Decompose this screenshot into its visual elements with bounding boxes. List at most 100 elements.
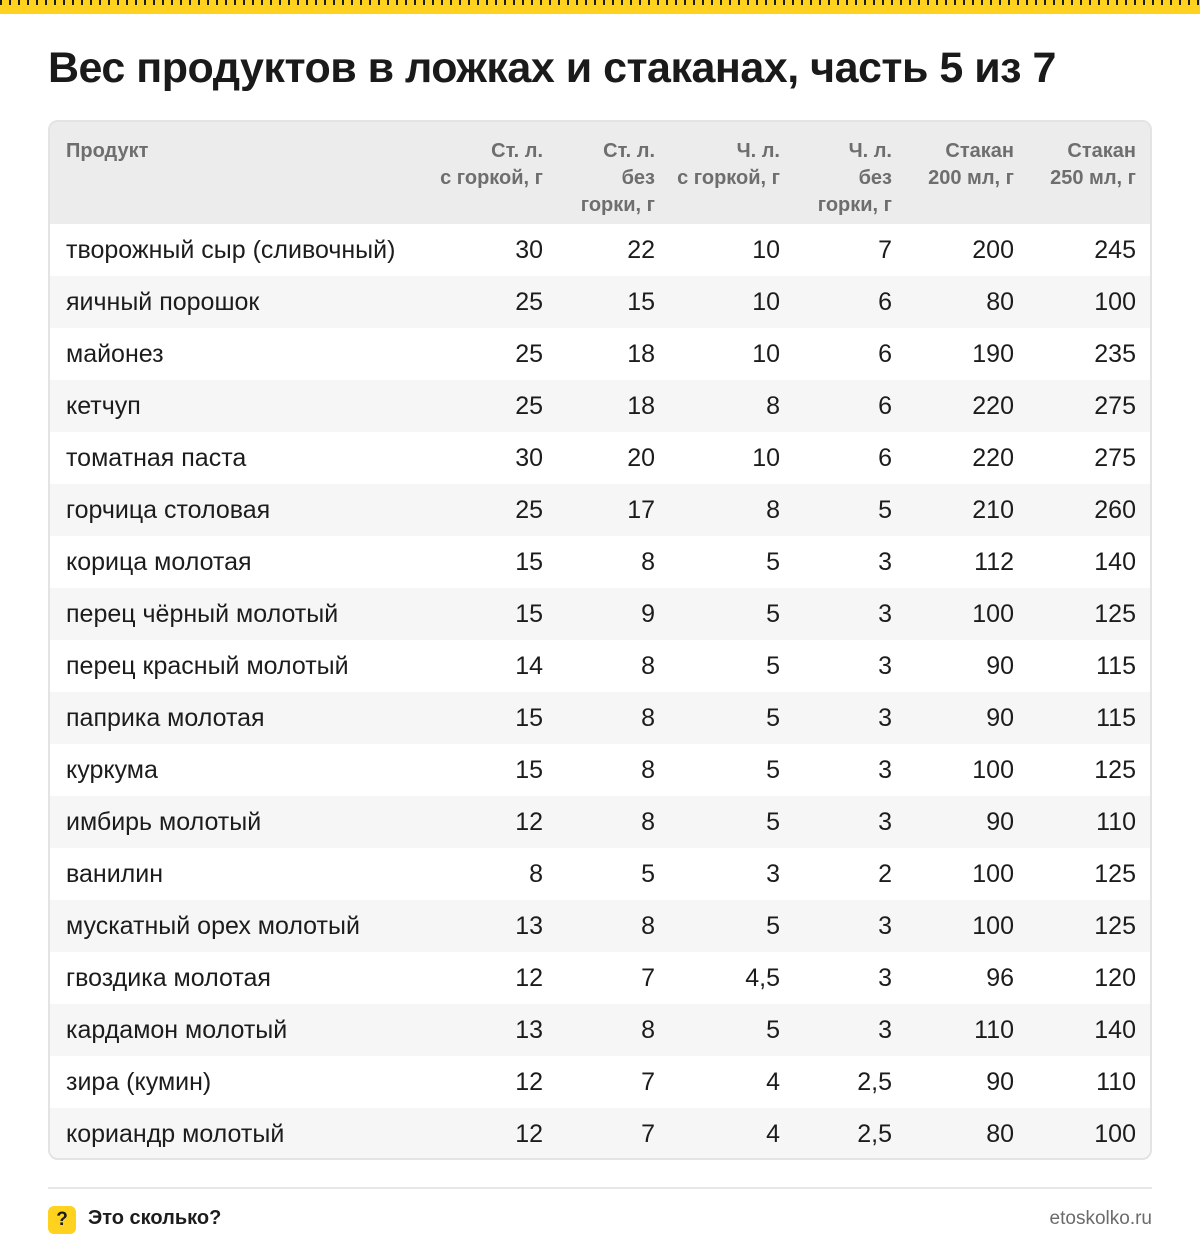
footer-divider xyxy=(48,1187,1152,1189)
value-cell: 8 xyxy=(641,755,655,784)
value-cell: 8 xyxy=(766,495,780,524)
value-cell: 30 xyxy=(515,443,543,472)
value-cell: 25 xyxy=(515,287,543,316)
value-cell: 110 xyxy=(974,1015,1014,1044)
value-cell: 90 xyxy=(986,703,1014,732)
value-cell: 3 xyxy=(878,651,892,680)
value-cell: 10 xyxy=(752,287,780,316)
value-cell: 4,5 xyxy=(745,963,780,992)
value-cell: 15 xyxy=(515,755,543,784)
value-cell: 125 xyxy=(1094,755,1136,784)
product-name-cell: перец чёрный молотый xyxy=(66,599,339,628)
value-cell: 7 xyxy=(641,963,655,992)
value-cell: 5 xyxy=(766,547,780,576)
value-cell: 3 xyxy=(878,1015,892,1044)
value-cell: 2 xyxy=(878,859,892,888)
header-line: Ст. л. xyxy=(603,140,655,162)
header-line: с горкой, г xyxy=(440,167,543,189)
value-cell: 220 xyxy=(972,443,1014,472)
value-cell: 2,5 xyxy=(857,1119,892,1148)
value-cell: 96 xyxy=(986,963,1014,992)
value-cell: 10 xyxy=(752,443,780,472)
product-name-cell: томатная паста xyxy=(66,443,247,472)
value-cell: 90 xyxy=(986,651,1014,680)
value-cell: 8 xyxy=(766,391,780,420)
header-tbsp-level: Ст. л. без горки, г xyxy=(557,122,669,224)
table-row: перец красный молотый 14 8 5 3 90 115 xyxy=(50,640,1150,692)
value-cell: 3 xyxy=(878,703,892,732)
value-cell: 100 xyxy=(972,911,1014,940)
value-cell: 190 xyxy=(972,339,1014,368)
value-cell: 5 xyxy=(766,755,780,784)
brand-logo-badge: ? xyxy=(48,1206,76,1234)
value-cell: 90 xyxy=(986,1067,1014,1096)
value-cell: 22 xyxy=(627,235,655,264)
header-line: горки, г xyxy=(817,194,892,216)
value-cell: 5 xyxy=(766,1015,780,1044)
value-cell: 3 xyxy=(766,859,780,888)
value-cell: 3 xyxy=(878,755,892,784)
product-name-cell: куркума xyxy=(66,755,158,784)
value-cell: 8 xyxy=(641,911,655,940)
value-cell: 140 xyxy=(1094,1015,1136,1044)
value-cell: 6 xyxy=(878,391,892,420)
header-line: с горкой, г xyxy=(677,167,780,189)
header-line: без xyxy=(858,167,892,189)
value-cell: 200 xyxy=(972,235,1014,264)
value-cell: 6 xyxy=(878,443,892,472)
value-cell: 4 xyxy=(766,1119,780,1148)
value-cell: 140 xyxy=(1094,547,1136,576)
table-body: творожный сыр (сливочный) 30 22 10 7 200 245 яи… xyxy=(50,224,1150,1158)
value-cell: 7 xyxy=(641,1119,655,1148)
header-tbsp-heaped: Ст. л. с горкой, г xyxy=(422,122,557,224)
value-cell: 8 xyxy=(641,703,655,732)
value-cell: 80 xyxy=(986,1119,1014,1148)
page-title: Вес продуктов в ложках и стаканах, часть… xyxy=(48,44,1056,92)
value-cell: 125 xyxy=(1094,859,1136,888)
value-cell: 12 xyxy=(515,807,543,836)
value-cell: 9 xyxy=(641,599,655,628)
header-line: 200 мл, г xyxy=(928,167,1014,189)
product-name-cell: зира (кумин) xyxy=(66,1067,212,1096)
header-product: Продукт xyxy=(50,122,422,224)
table-row: гвоздика молотая 12 7 4,5 3 96 120 xyxy=(50,952,1150,1004)
header-line: Стакан xyxy=(945,140,1014,162)
weights-table-card: Продукт Ст. л. с горкой, г Ст. л. без го… xyxy=(48,120,1152,1160)
value-cell: 100 xyxy=(972,859,1014,888)
value-cell: 12 xyxy=(515,1067,543,1096)
value-cell: 7 xyxy=(641,1067,655,1096)
table-row: кардамон молотый 13 8 5 3 110 140 xyxy=(50,1004,1150,1056)
product-name-cell: мускатный орех молотый xyxy=(66,911,360,940)
table-row: куркума 15 8 5 3 100 125 xyxy=(50,744,1150,796)
header-line: Ч. л. xyxy=(736,140,780,162)
value-cell: 6 xyxy=(878,287,892,316)
value-cell: 120 xyxy=(1094,963,1136,992)
product-name-cell: яичный порошок xyxy=(66,287,260,316)
value-cell: 260 xyxy=(1094,495,1136,524)
value-cell: 12 xyxy=(515,963,543,992)
value-cell: 5 xyxy=(766,807,780,836)
value-cell: 8 xyxy=(641,807,655,836)
table-row: кориандр молотый 12 7 4 2,5 80 100 xyxy=(50,1108,1150,1158)
value-cell: 2,5 xyxy=(857,1067,892,1096)
value-cell: 3 xyxy=(878,807,892,836)
ruler-decoration xyxy=(0,0,1200,14)
value-cell: 245 xyxy=(1094,235,1136,264)
table-row: творожный сыр (сливочный) 30 22 10 7 200 245 xyxy=(50,224,1150,276)
table-row: имбирь молотый 12 8 5 3 90 110 xyxy=(50,796,1150,848)
product-name-cell: майонез xyxy=(66,339,164,368)
value-cell: 8 xyxy=(641,547,655,576)
value-cell: 100 xyxy=(972,599,1014,628)
value-cell: 115 xyxy=(1096,703,1136,732)
table-row: томатная паста 30 20 10 6 220 275 xyxy=(50,432,1150,484)
value-cell: 3 xyxy=(878,547,892,576)
table-row: зира (кумин) 12 7 4 2,5 90 110 xyxy=(50,1056,1150,1108)
value-cell: 30 xyxy=(515,235,543,264)
value-cell: 18 xyxy=(627,339,655,368)
product-name-cell: ванилин xyxy=(66,859,164,888)
product-name-cell: паприка молотая xyxy=(66,703,265,732)
product-name-cell: горчица столовая xyxy=(66,495,271,524)
product-name-cell: имбирь молотый xyxy=(66,807,262,836)
site-url: etoskolko.ru xyxy=(1049,1208,1152,1229)
value-cell: 12 xyxy=(515,1119,543,1148)
